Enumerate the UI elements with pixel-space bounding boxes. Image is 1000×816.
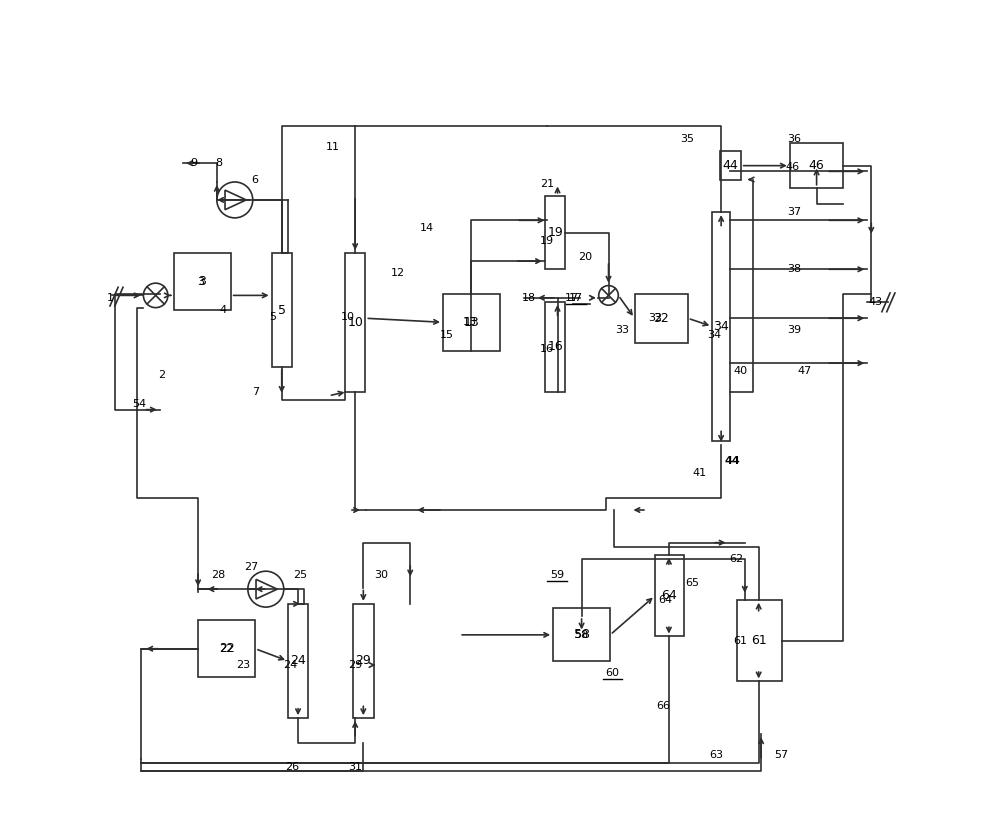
Text: 26: 26: [285, 762, 299, 772]
Text: 58: 58: [575, 630, 589, 640]
Text: 10: 10: [340, 312, 354, 322]
FancyBboxPatch shape: [353, 604, 374, 718]
Text: 4: 4: [219, 305, 226, 315]
Text: 3: 3: [198, 275, 206, 288]
Text: 7: 7: [252, 387, 259, 397]
Text: 17: 17: [565, 293, 579, 303]
Text: 57: 57: [774, 750, 789, 760]
Text: 46: 46: [785, 162, 799, 172]
Text: 10: 10: [347, 316, 363, 329]
Text: 19: 19: [540, 236, 554, 246]
Text: 5: 5: [270, 312, 277, 322]
Text: 3: 3: [197, 277, 204, 286]
Text: 44: 44: [723, 159, 738, 171]
Text: 5: 5: [278, 304, 286, 317]
FancyBboxPatch shape: [655, 555, 684, 636]
Text: 61: 61: [734, 636, 748, 645]
FancyBboxPatch shape: [720, 151, 741, 180]
FancyBboxPatch shape: [635, 294, 688, 343]
Text: 32: 32: [648, 313, 662, 323]
Text: 14: 14: [419, 224, 434, 233]
Text: 32: 32: [653, 312, 669, 325]
Text: 6: 6: [252, 175, 259, 184]
Text: 66: 66: [656, 701, 670, 711]
Text: 54: 54: [132, 399, 146, 409]
Text: 2: 2: [158, 370, 165, 380]
Text: 27: 27: [244, 562, 258, 572]
FancyBboxPatch shape: [174, 253, 231, 310]
FancyBboxPatch shape: [288, 604, 308, 718]
Text: 17: 17: [569, 293, 583, 303]
Text: 16: 16: [547, 340, 563, 353]
FancyBboxPatch shape: [737, 600, 782, 681]
Text: 30: 30: [375, 570, 389, 580]
Text: 44: 44: [725, 456, 740, 466]
Text: 63: 63: [709, 750, 723, 760]
Text: 43: 43: [868, 297, 882, 307]
Text: 33: 33: [615, 326, 629, 335]
Text: 25: 25: [293, 570, 307, 580]
FancyBboxPatch shape: [712, 212, 730, 441]
Text: 18: 18: [521, 293, 536, 303]
Text: 59: 59: [550, 570, 564, 580]
Text: 13: 13: [464, 316, 479, 329]
FancyBboxPatch shape: [198, 620, 255, 677]
Text: 24: 24: [283, 660, 297, 670]
Text: 9: 9: [190, 158, 198, 168]
Text: 11: 11: [326, 142, 340, 152]
Text: 8: 8: [215, 158, 222, 168]
Text: 13: 13: [463, 317, 477, 327]
Text: 60: 60: [606, 668, 620, 678]
Text: 61: 61: [751, 634, 767, 647]
Text: 31: 31: [349, 762, 363, 772]
FancyBboxPatch shape: [545, 196, 565, 269]
Text: 12: 12: [391, 268, 405, 278]
Text: 35: 35: [681, 134, 695, 144]
Text: 22: 22: [220, 644, 234, 654]
Text: 20: 20: [579, 252, 593, 262]
Text: 40: 40: [734, 366, 748, 376]
Text: 37: 37: [787, 207, 801, 217]
Text: 19: 19: [547, 226, 563, 239]
Text: 64: 64: [658, 595, 672, 605]
Text: 64: 64: [661, 589, 677, 602]
FancyBboxPatch shape: [345, 253, 365, 392]
FancyBboxPatch shape: [443, 294, 500, 351]
Text: 46: 46: [808, 159, 824, 171]
Text: 15: 15: [440, 330, 454, 339]
Text: 34: 34: [713, 320, 729, 333]
Text: 28: 28: [211, 570, 226, 580]
Text: 16: 16: [540, 344, 554, 354]
Text: 22: 22: [219, 642, 235, 655]
Text: 62: 62: [730, 554, 744, 564]
FancyBboxPatch shape: [545, 302, 565, 392]
Text: 65: 65: [685, 579, 699, 588]
Text: 38: 38: [787, 264, 801, 274]
Text: 21: 21: [540, 179, 554, 188]
Text: 29: 29: [348, 660, 362, 670]
Text: 23: 23: [236, 660, 250, 670]
FancyBboxPatch shape: [553, 608, 610, 661]
Text: 29: 29: [355, 654, 371, 667]
Text: 36: 36: [787, 134, 801, 144]
Text: 58: 58: [574, 628, 590, 641]
Text: 1: 1: [106, 293, 113, 303]
Text: 47: 47: [797, 366, 811, 376]
Text: 24: 24: [290, 654, 306, 667]
FancyBboxPatch shape: [790, 143, 843, 188]
Text: 34: 34: [707, 330, 721, 339]
Text: 41: 41: [693, 468, 707, 478]
FancyBboxPatch shape: [272, 253, 292, 367]
Text: 39: 39: [787, 326, 801, 335]
